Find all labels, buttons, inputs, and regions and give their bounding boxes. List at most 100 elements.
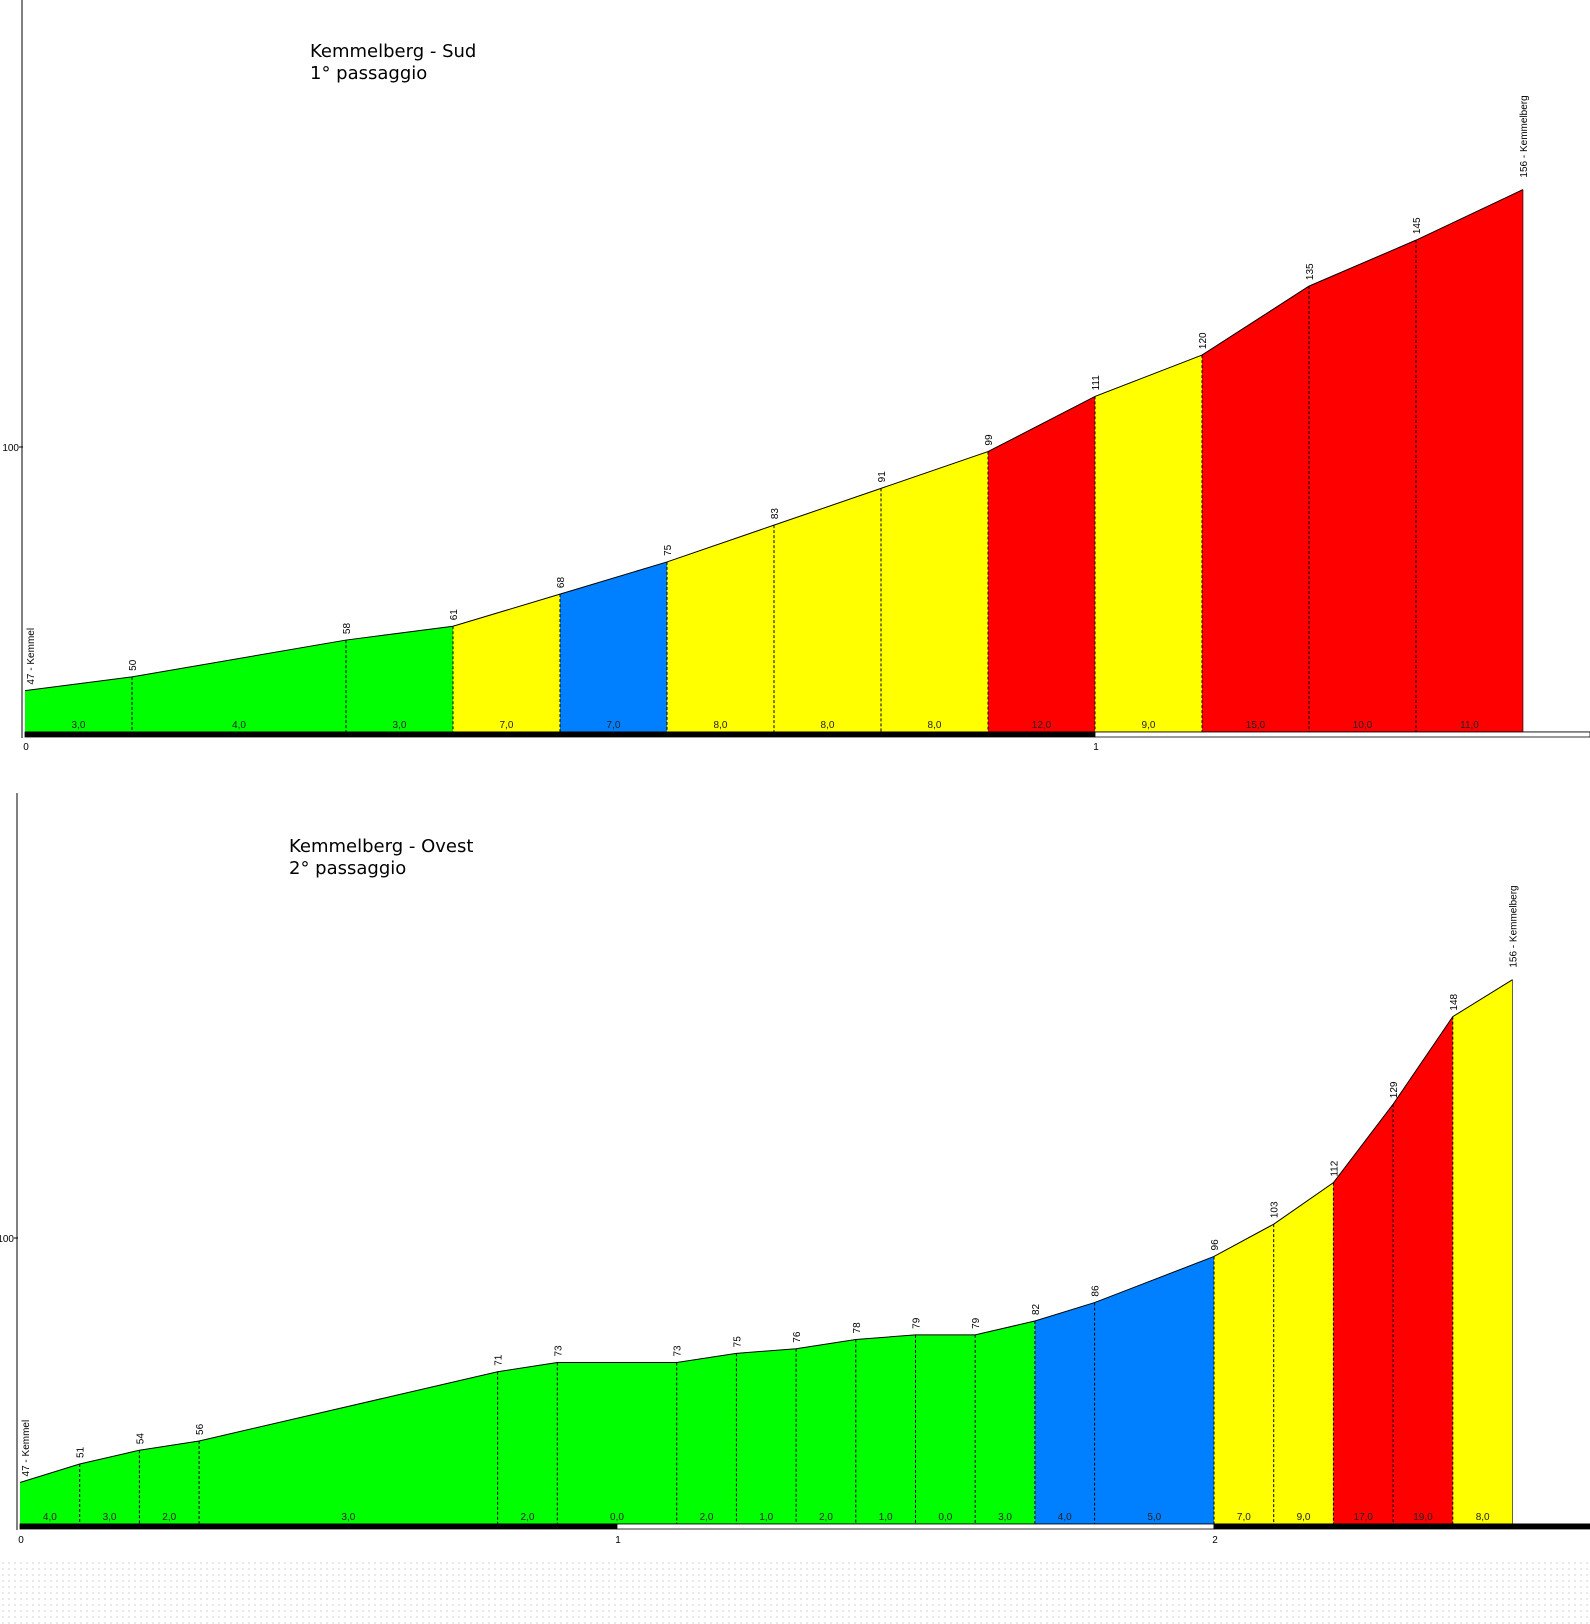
profile-segment (1452, 979, 1513, 1524)
profile-segment (774, 488, 881, 732)
profile-segment (667, 525, 774, 732)
point-elevation-label: 79 (912, 1317, 923, 1329)
segment-gradient: 8,0 (928, 720, 942, 731)
end-label: 156 - Kemmelberg (1509, 885, 1520, 967)
profile-outline (24, 189, 1524, 692)
segment-gradient: 2,0 (700, 1512, 714, 1523)
chart-subtitle: 1° passaggio (310, 63, 427, 84)
x-tick-label: 1 (1093, 742, 1099, 753)
profile-segment (676, 1353, 737, 1524)
segment-gradient: 7,0 (607, 720, 621, 731)
profile-segment (1214, 1224, 1274, 1524)
profile-segment (975, 1321, 1035, 1524)
segment-gradient: 10,0 (1353, 720, 1373, 731)
profile-segment (855, 1334, 916, 1524)
profile-segment (915, 1334, 976, 1524)
profile-segment (1095, 355, 1202, 732)
segment-gradient: 3,0 (393, 720, 407, 731)
x-tick-label: 1 (615, 1535, 621, 1546)
distance-bar-unit (616, 1523, 1215, 1530)
distance-bar-unit (1213, 1523, 1590, 1530)
segment-gradient: 17,0 (1354, 1512, 1374, 1523)
distance-bar-unit (1094, 731, 1590, 738)
profile-segment (199, 1371, 498, 1524)
chart-title: Kemmelberg - Ovest (289, 836, 473, 857)
start-label: 47 - Kemmel (26, 628, 37, 685)
profile-segment (557, 1362, 677, 1524)
point-elevation-label: 54 (135, 1433, 146, 1445)
profile-segment (1333, 1104, 1394, 1524)
profile-segment (79, 1450, 140, 1524)
profile-segment (796, 1339, 856, 1524)
profile-segment (1393, 1016, 1453, 1524)
point-elevation-label: 51 (76, 1446, 87, 1458)
profile-segment (881, 451, 988, 732)
profile-segment (1034, 1302, 1095, 1524)
segment-gradient: 3,0 (341, 1512, 355, 1523)
segment-gradient: 3,0 (72, 720, 86, 731)
segment-gradient: 12,0 (1032, 720, 1052, 731)
profile-segment (139, 1440, 200, 1524)
point-elevation-label: 75 (663, 544, 674, 556)
segment-gradient: 8,0 (714, 720, 728, 731)
segment-gradient: 3,0 (103, 1512, 117, 1523)
x-tick-label: 2 (1212, 1535, 1218, 1546)
segment-gradient: 4,0 (232, 720, 246, 731)
profile-segment (988, 396, 1095, 732)
profile-segment (1309, 240, 1416, 733)
point-elevation-label: 75 (732, 1336, 743, 1348)
profile-segment (20, 1464, 80, 1524)
point-elevation-label: 112 (1329, 1160, 1340, 1176)
point-elevation-label: 91 (877, 471, 888, 483)
segment-gradient: 11,0 (1460, 720, 1479, 731)
point-elevation-label: 78 (852, 1322, 863, 1334)
point-elevation-label: 86 (1091, 1285, 1102, 1297)
point-elevation-label: 148 (1449, 993, 1460, 1010)
point-elevation-label: 120 (1198, 332, 1209, 349)
segment-gradient: 1,0 (879, 1512, 893, 1523)
profile-segment (1416, 189, 1523, 733)
segment-gradient: 9,0 (1297, 1512, 1311, 1523)
segment-gradient: 7,0 (1237, 1512, 1251, 1523)
y-tick-label: 100 (2, 443, 19, 454)
point-elevation-label: 129 (1389, 1081, 1400, 1098)
profile-outline (19, 979, 1513, 1483)
profile-segment (497, 1362, 558, 1524)
y-tick-label: 100 (0, 1234, 14, 1245)
segment-gradient: 2,0 (162, 1512, 176, 1523)
segment-gradient: 9,0 (1142, 720, 1156, 731)
segment-gradient: 3,0 (998, 1512, 1012, 1523)
point-elevation-label: 83 (770, 508, 781, 520)
segment-gradient: 4,0 (1058, 1512, 1072, 1523)
chart-subtitle: 2° passaggio (289, 858, 406, 879)
end-label: 156 - Kemmelberg (1519, 95, 1530, 177)
profile-segment (1273, 1182, 1334, 1524)
segment-gradient: 1,0 (759, 1512, 773, 1523)
profile-segment (560, 561, 667, 732)
point-elevation-label: 111 (1091, 375, 1102, 391)
profile-segment (1094, 1256, 1214, 1524)
segment-gradient: 8,0 (821, 720, 835, 731)
point-elevation-label: 61 (449, 609, 460, 621)
point-elevation-label: 99 (984, 434, 995, 446)
point-elevation-label: 82 (1031, 1303, 1042, 1315)
point-elevation-label: 58 (342, 623, 353, 635)
segment-gradient: 19,0 (1413, 1512, 1433, 1523)
distance-bar-unit (19, 1523, 618, 1530)
segment-gradient: 2,0 (819, 1512, 833, 1523)
segment-gradient: 15,0 (1246, 720, 1266, 731)
chart-title: Kemmelberg - Sud (310, 41, 476, 62)
point-elevation-label: 76 (792, 1331, 803, 1343)
point-elevation-label: 145 (1412, 217, 1423, 234)
point-elevation-label: 56 (195, 1423, 206, 1435)
point-elevation-label: 73 (673, 1345, 684, 1357)
profile-segment (453, 594, 560, 732)
point-elevation-label: 50 (128, 659, 139, 671)
point-elevation-label: 135 (1305, 263, 1316, 280)
segment-gradient: 2,0 (520, 1512, 534, 1523)
point-elevation-label: 73 (553, 1345, 564, 1357)
segment-gradient: 8,0 (1476, 1512, 1490, 1523)
